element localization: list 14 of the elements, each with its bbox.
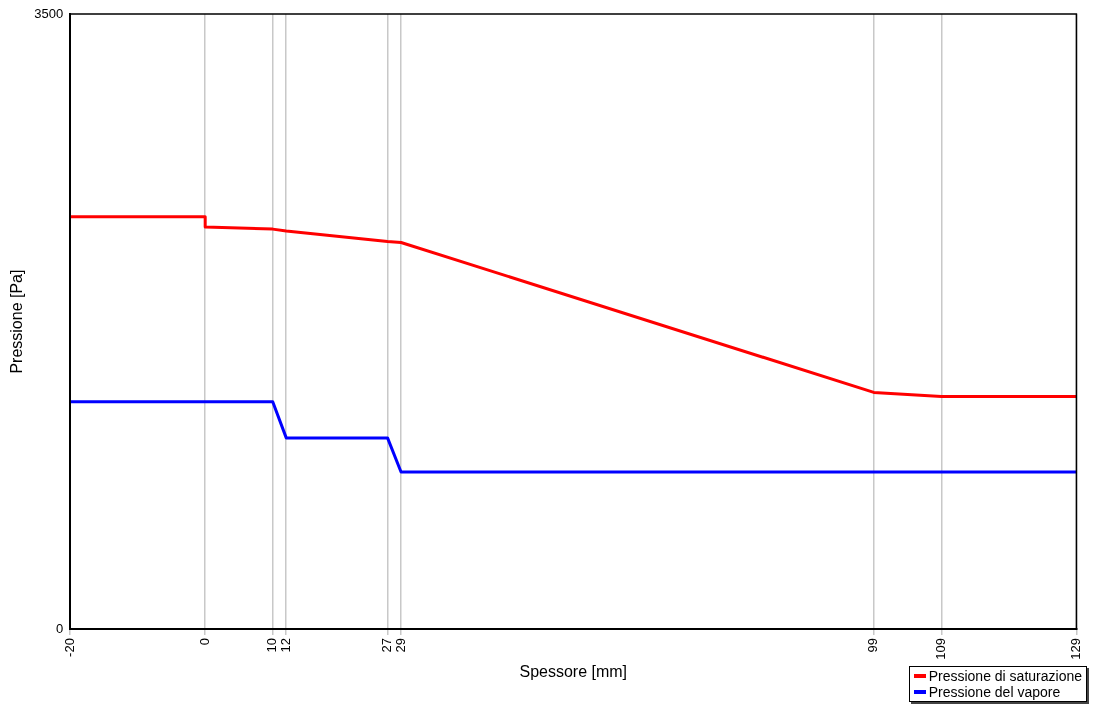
x-tick-label: 27 <box>379 638 395 653</box>
x-tick-label: 10 <box>264 638 280 653</box>
x-tick-label: -20 <box>61 638 77 657</box>
x-tick-label: 12 <box>277 638 293 653</box>
legend-label: Pressione del vapore <box>928 684 1061 700</box>
x-axis-title: Spessore [mm] <box>519 662 628 680</box>
x-tick-label: 29 <box>392 638 408 653</box>
x-tick-label: 0 <box>196 638 212 646</box>
y-tick-label: 3500 <box>34 5 64 21</box>
x-tick-label: 109 <box>932 638 948 660</box>
x-tick-label: 99 <box>865 638 881 653</box>
legend-label: Pressione di saturazione <box>928 668 1082 684</box>
x-tick-label: 129 <box>1067 638 1083 660</box>
y-axis-title: Pressione [Pa] <box>8 269 26 374</box>
